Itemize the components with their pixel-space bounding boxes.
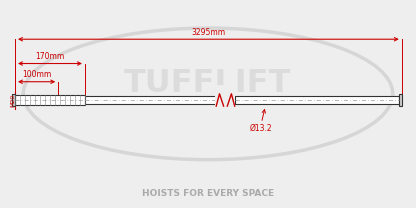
Text: Ø13.2: Ø13.2 [250,124,272,133]
Bar [12,94,15,106]
Text: M20: M20 [10,93,15,106]
Text: 3295mm: 3295mm [191,28,225,37]
Text: HOISTS FOR EVERY SPACE: HOISTS FOR EVERY SPACE [142,189,274,198]
Text: 170mm: 170mm [35,52,64,61]
Text: 100mm: 100mm [22,70,51,79]
Bar [235,96,399,104]
Bar [85,96,216,104]
Bar [399,94,402,106]
Bar [215,85,235,115]
Bar [15,95,85,105]
Text: TUFFLIFT: TUFFLIFT [124,68,292,99]
